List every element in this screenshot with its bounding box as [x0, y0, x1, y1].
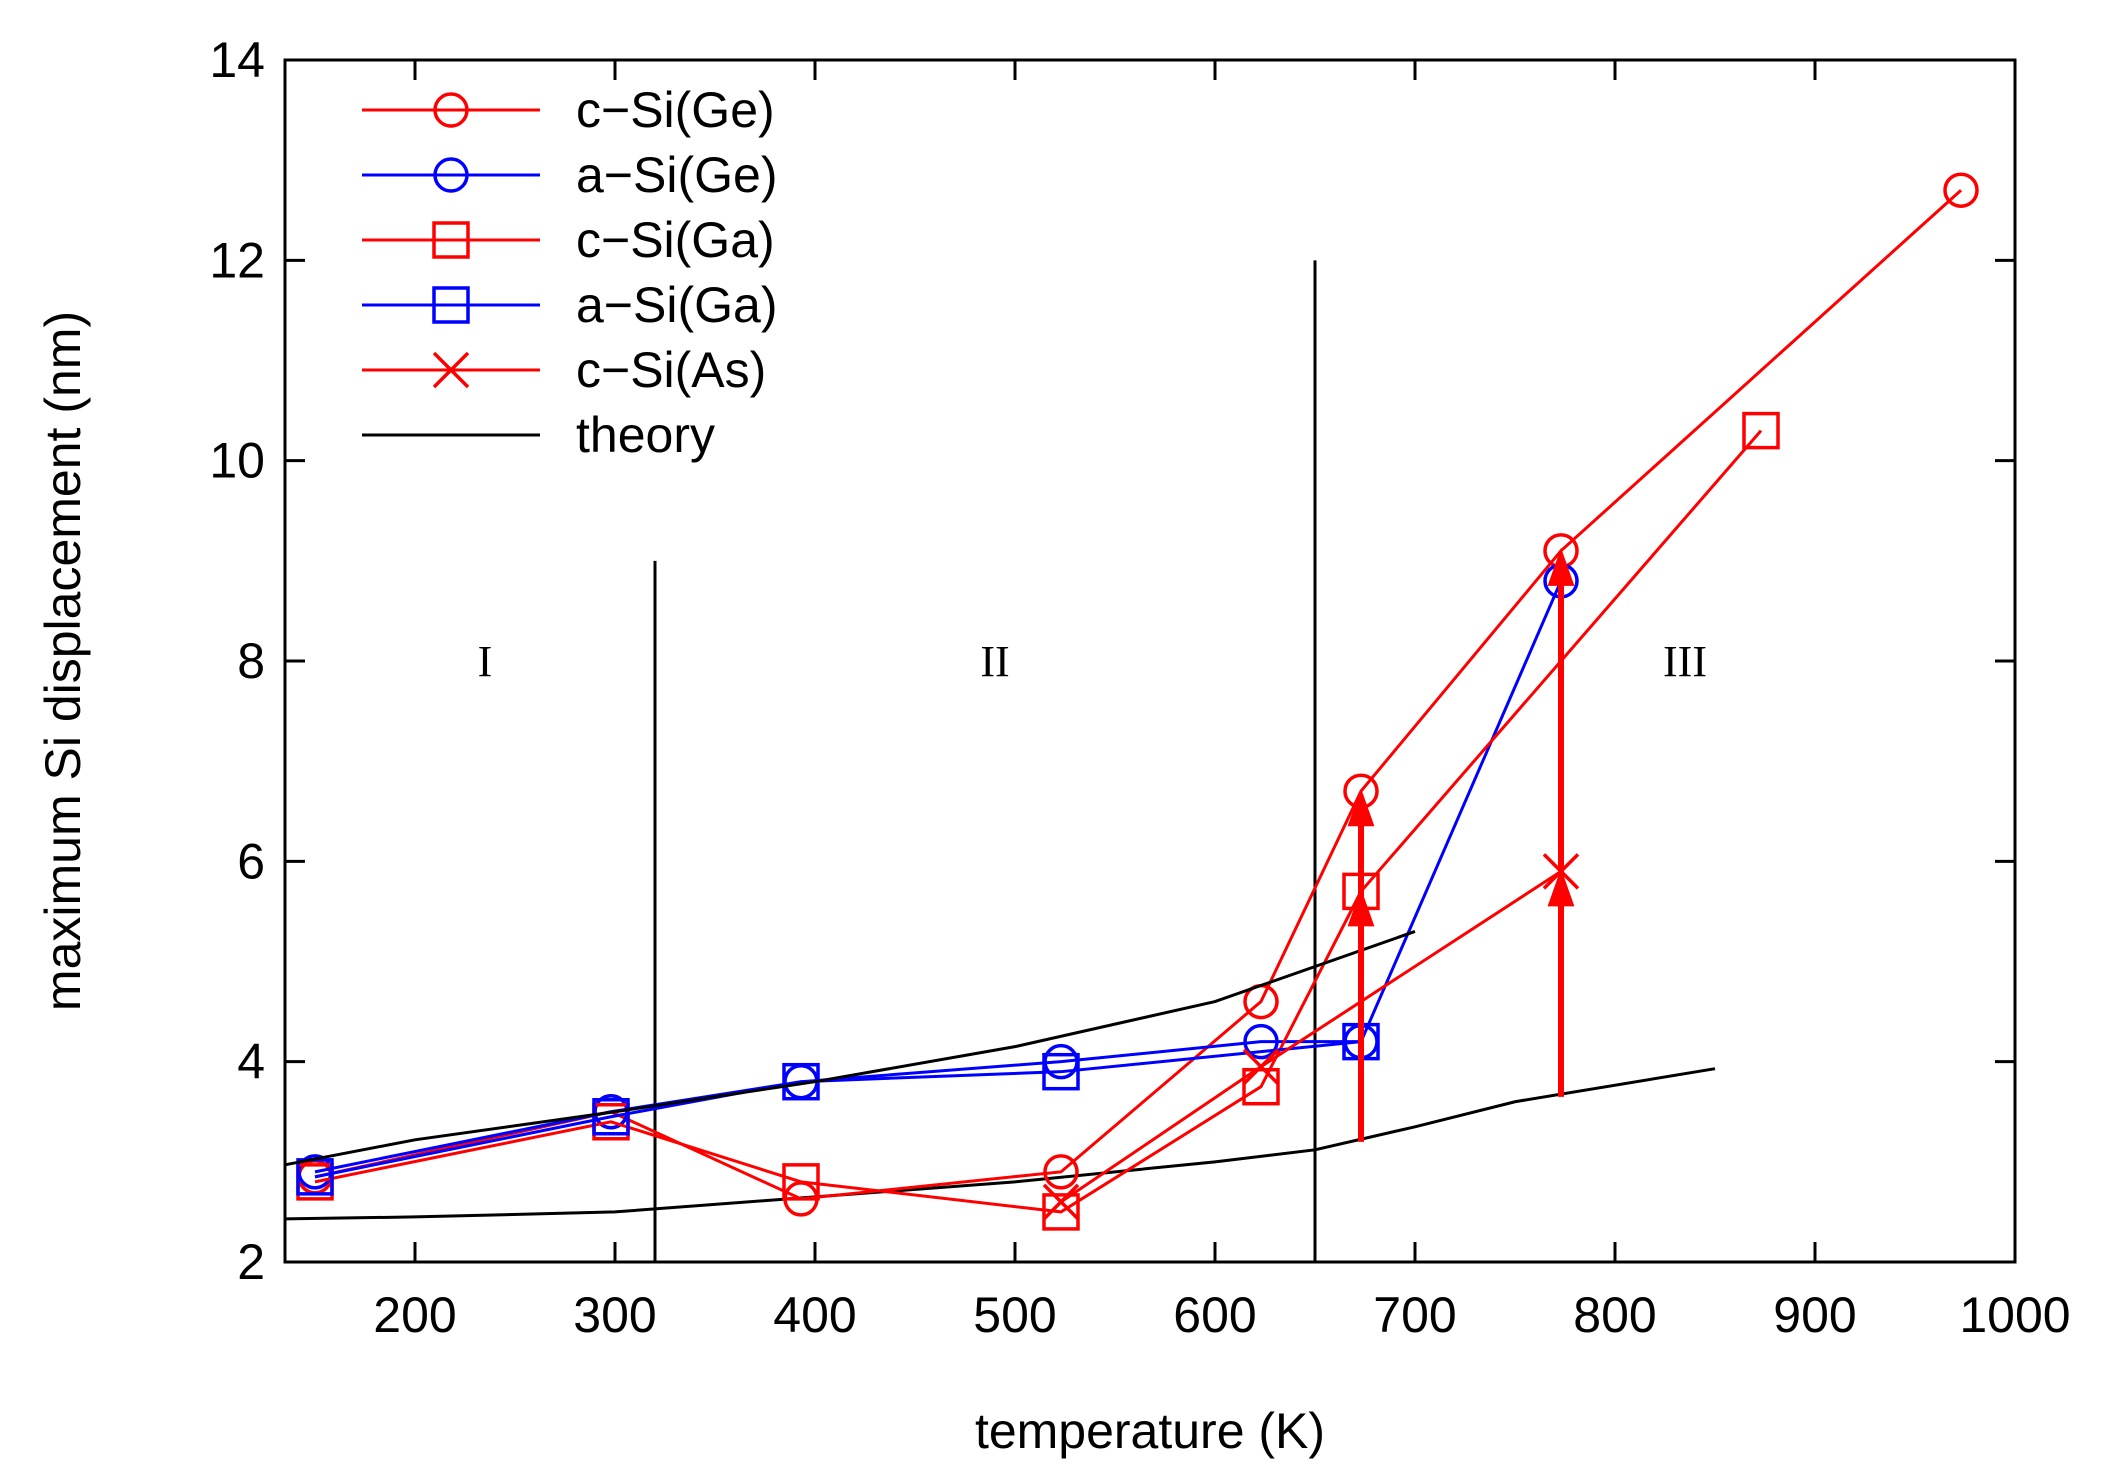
- series-3: [296, 1022, 1380, 1196]
- series-line: [1060, 870, 1562, 1204]
- y-axis-label: maximum Si displacement (nm): [35, 311, 91, 1011]
- data-point: [1042, 1183, 1080, 1221]
- legend-label: a−Si(Ge): [576, 147, 777, 203]
- series-0: [297, 172, 1979, 1217]
- x-axis-label: temperature (K): [975, 1403, 1325, 1459]
- legend-marker: [433, 157, 469, 193]
- legend-label: c−Si(Ge): [576, 82, 775, 138]
- tick-labels: 200 300 400 500 600 700 800 900 1000 2 4 6 8 10 12 14: [209, 32, 2070, 1343]
- legend-label: c−Si(Ga): [576, 212, 775, 268]
- legend-marker: [432, 221, 470, 259]
- legend-entry: a−Si(Ge): [362, 147, 777, 203]
- data-point: [782, 1163, 820, 1201]
- data-point: [1042, 1052, 1080, 1091]
- theory-lower-line: [284, 1067, 1716, 1221]
- region-lines: I II III: [478, 260, 1707, 1262]
- data-point: [1943, 172, 1979, 208]
- y-tick-label: 2: [237, 1234, 265, 1290]
- x-tick-label: 300: [573, 1287, 656, 1343]
- legend-entry: a−Si(Ga): [362, 277, 777, 333]
- legend-label: theory: [576, 407, 715, 463]
- y-tick-label: 12: [209, 232, 265, 288]
- region-label: I: [478, 637, 493, 686]
- data-point: [592, 1098, 630, 1136]
- legend-marker: [433, 92, 469, 128]
- y-tick-label: 14: [209, 32, 265, 88]
- x-tick-label: 500: [973, 1287, 1056, 1343]
- x-tick-label: 200: [373, 1287, 456, 1343]
- data-point: [1742, 411, 1780, 450]
- data-point: [1242, 1048, 1280, 1085]
- arrow-head: [1347, 888, 1375, 927]
- x-tick-label: 1000: [1959, 1287, 2070, 1343]
- y-tick-label: 10: [209, 433, 265, 489]
- axis-ticks: [285, 58, 2017, 1264]
- plot-frame: [283, 58, 2017, 1264]
- legend-label: a−Si(Ga): [576, 277, 777, 333]
- legend-entry: c−Si(Ga): [362, 212, 775, 268]
- arrow-head: [1547, 868, 1575, 907]
- legend-label: c−Si(As): [576, 342, 766, 398]
- series-5: [284, 930, 1416, 1167]
- legend-marker: [432, 286, 470, 324]
- x-tick-label: 700: [1373, 1287, 1456, 1343]
- data-point: [1043, 1154, 1079, 1190]
- data-point: [1242, 1067, 1280, 1106]
- x-tick-label: 400: [773, 1287, 856, 1343]
- x-tick-label: 600: [1173, 1287, 1256, 1343]
- data-point: [1243, 1023, 1279, 1060]
- y-tick-label: 8: [237, 633, 265, 689]
- region-label: II: [980, 637, 1009, 686]
- legend-entry: c−Si(Ge): [362, 82, 775, 138]
- legend-entry: theory: [362, 407, 715, 463]
- y-tick-label: 4: [237, 1034, 265, 1090]
- series-line: [284, 930, 1416, 1167]
- legend-entry: c−Si(As): [362, 342, 766, 398]
- data-point: [1042, 1193, 1080, 1231]
- arrows-layer: [1347, 547, 1575, 1142]
- series-layer: [284, 172, 1979, 1231]
- x-tick-label: 900: [1773, 1287, 1856, 1343]
- arrow-head: [1347, 788, 1375, 827]
- region-label: III: [1663, 637, 1707, 686]
- legend-marker: [432, 351, 470, 389]
- series-4: [1042, 853, 1580, 1221]
- series-line: [314, 1040, 1362, 1179]
- arrow-head: [1547, 547, 1575, 586]
- y-tick-label: 6: [237, 833, 265, 889]
- legend: c−Si(Ge) a−Si(Ge) c−Si(Ga) a−Si(Ga) c−Si(As)…: [362, 82, 777, 463]
- x-tick-label: 800: [1573, 1287, 1656, 1343]
- series-line: [314, 189, 1963, 1201]
